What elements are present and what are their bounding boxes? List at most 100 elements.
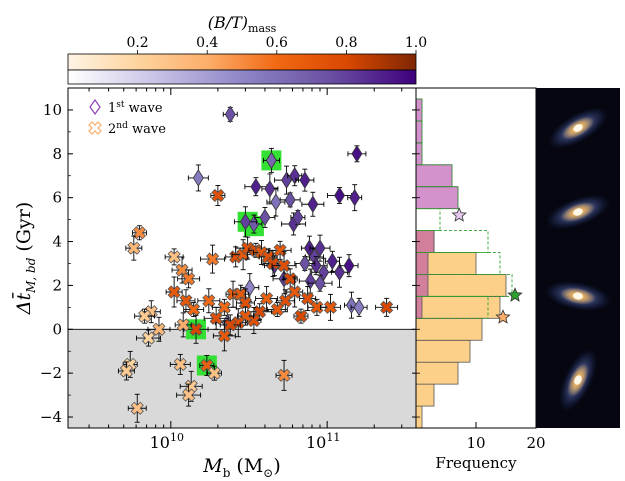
hist-bar-first-wave (415, 164, 453, 188)
second-wave-point (320, 293, 341, 321)
legend-cross-icon (88, 121, 102, 135)
x-axis-ticks: 1010 1011 (88, 88, 403, 452)
first-wave-point (307, 274, 333, 292)
second-wave-point (266, 302, 288, 317)
negative-region-shade (68, 329, 416, 428)
hist-tick-label: 10 (466, 434, 485, 452)
first-wave-point (266, 187, 286, 217)
hist-bar-second-wave (415, 361, 459, 385)
legend-second-wave: 2nd wave (108, 121, 166, 137)
second-wave-point (169, 353, 191, 375)
second-wave-point (165, 276, 183, 308)
colorbar: (B/T)mass 0.2 0.4 0.6 0.8 1.0 (67, 13, 427, 85)
second-wave-point (255, 286, 279, 312)
hist-star-marker (507, 287, 523, 302)
hist-bar-second-wave (415, 274, 507, 297)
y-tick-label: −2 (40, 364, 62, 382)
second-wave-point (183, 302, 205, 317)
second-wave-point (164, 248, 184, 266)
first-wave-point (222, 105, 238, 124)
hist-star-marker (495, 309, 511, 324)
y-axis-ticks: −4 −2 0 2 4 6 8 10 (40, 101, 416, 426)
first-wave-point (279, 191, 301, 209)
hist-bar-second-wave (415, 339, 471, 363)
x-axis-label: Mb (M⊙) (202, 455, 281, 480)
first-wave-point (331, 256, 348, 288)
y-tick-label: 8 (52, 145, 62, 163)
spiral-galaxy-1 (547, 107, 609, 149)
colorbar-tick-label: 0.8 (335, 35, 357, 51)
second-wave-point (275, 359, 293, 391)
second-wave-point (177, 269, 201, 289)
histogram-bars (415, 98, 523, 429)
first-wave-point (262, 147, 280, 173)
colorbar-tick-label: 1.0 (405, 35, 427, 51)
colorbar-tick-label: 0.2 (126, 35, 148, 51)
hist-star-marker (451, 207, 467, 222)
y-tick-label: 4 (52, 233, 62, 251)
first-wave-point (324, 250, 340, 272)
scatter-points (117, 105, 399, 423)
spiral-galaxy-2 (545, 194, 611, 230)
colorbar-title: (B/T)mass (208, 13, 277, 35)
second-wave-point (286, 276, 304, 308)
histogram-xlabel: Frequency (435, 454, 517, 472)
second-wave-point (197, 288, 221, 314)
y-tick-label: −4 (40, 408, 62, 426)
first-wave-point (339, 254, 359, 278)
scatter-plot: −4 −2 0 2 4 6 8 10 1010 1011 1st wave 2nd wave Δ… (11, 87, 417, 480)
x-tick-label: 1010 (150, 431, 184, 452)
second-wave-point (268, 240, 292, 260)
second-wave-point (206, 365, 222, 381)
second-wave-point (212, 320, 236, 352)
second-wave-point (375, 297, 399, 317)
colorbar-tick-label: 0.4 (196, 35, 218, 51)
second-wave-point (125, 235, 143, 261)
hist-bar-first-wave (415, 295, 423, 319)
first-wave-point (300, 235, 318, 261)
first-wave-point (347, 184, 363, 212)
first-wave-point (350, 297, 368, 317)
first-wave-point (254, 206, 276, 228)
colorbar-tick-label: 0.6 (266, 35, 288, 51)
spiral-galaxy-4 (558, 348, 598, 412)
x-tick-label: 1011 (306, 431, 340, 452)
first-wave-point (290, 208, 306, 227)
colorbar-label-sub: mass (248, 22, 277, 35)
legend-first-wave: 1st wave (108, 100, 163, 116)
second-wave-point (147, 316, 171, 342)
spiral-galaxy-3 (544, 281, 612, 311)
second-wave-point (271, 251, 297, 281)
first-wave-point (294, 254, 316, 273)
first-wave-point (347, 145, 367, 163)
hist-dashed-outline (416, 98, 513, 319)
first-wave-point (244, 177, 268, 197)
y-axis-label: Δt̄M, bd (Gyr) (11, 202, 38, 316)
first-wave-point (261, 173, 279, 205)
histogram: 10 20 Frequency (415, 87, 546, 472)
first-wave-point (274, 165, 300, 195)
y-tick-label: 0 (52, 320, 62, 338)
second-wave-point (136, 329, 161, 347)
legend: 1st wave 2nd wave (88, 98, 166, 137)
hist-bar-first-wave (415, 186, 459, 210)
second-wave-point (176, 383, 202, 407)
first-wave-point (295, 168, 315, 192)
second-wave-point (225, 246, 247, 268)
second-wave-point (232, 284, 250, 304)
second-wave-point (282, 268, 298, 290)
second-wave-point (174, 312, 192, 338)
hist-bar-first-wave (415, 120, 423, 144)
hist-bar-first-wave (415, 252, 429, 275)
y-tick-label: 2 (52, 276, 62, 294)
hist-bar-second-wave (415, 317, 483, 341)
second-wave-point (293, 308, 309, 324)
second-wave-point (210, 185, 226, 206)
second-wave-point (117, 361, 135, 381)
second-wave-point (127, 393, 147, 423)
first-wave-point (301, 191, 325, 217)
second-wave-point (131, 225, 147, 241)
colorbar-ticks: 0.2 0.4 0.6 0.8 1.0 (126, 35, 427, 54)
legend-diamond-icon (89, 98, 101, 116)
